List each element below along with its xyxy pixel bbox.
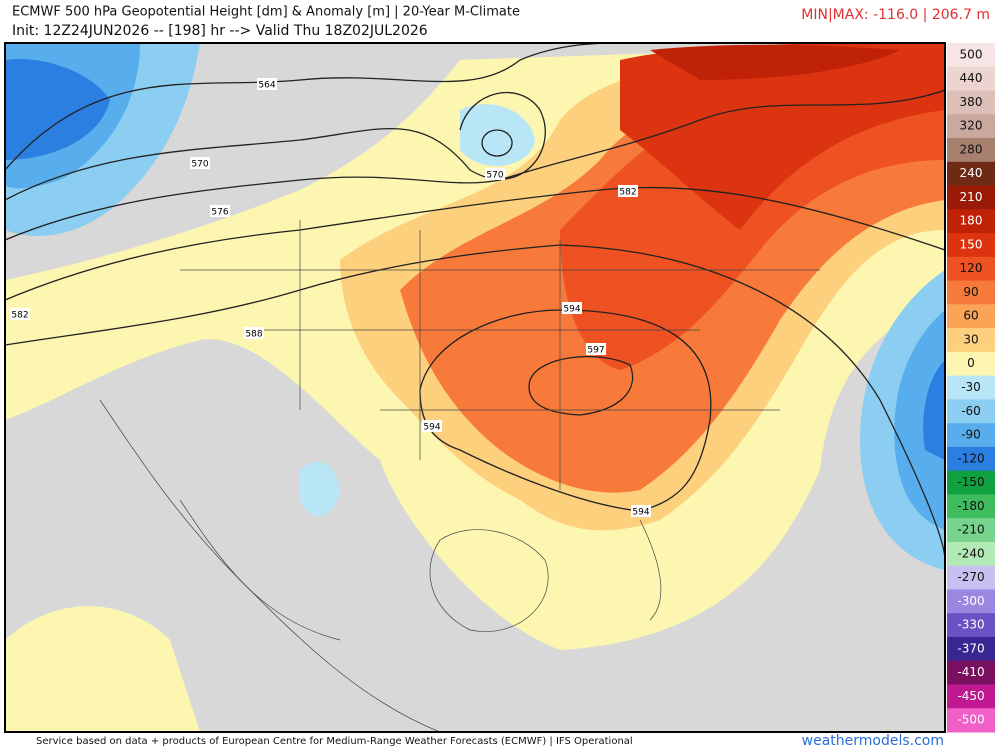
title: ECMWF 500 hPa Geopotential Height [dm] &… <box>12 5 520 20</box>
colorbar-label: 280 <box>960 142 983 156</box>
contour-label: 570 <box>486 171 503 181</box>
contour-label: 570 <box>191 160 208 170</box>
colorbar-label: -240 <box>957 546 984 560</box>
colorbar-label: -370 <box>957 641 984 655</box>
contour-label: 594 <box>632 508 649 518</box>
contour-label-bg <box>631 505 651 517</box>
colorbar-swatch <box>947 114 995 139</box>
colorbar-label: 180 <box>960 214 983 228</box>
colorbar-label: 320 <box>960 119 983 133</box>
colorbar-swatch <box>947 304 995 329</box>
colorbar-label: 500 <box>960 47 983 61</box>
colorbar-label: 380 <box>960 95 983 109</box>
colorbar-label: -330 <box>957 618 984 632</box>
colorbar-swatch <box>947 375 995 400</box>
colorbar-label: -150 <box>957 475 984 489</box>
colorbar-label: -270 <box>957 570 984 584</box>
colorbar-label: 60 <box>963 309 978 323</box>
colorbar-swatch <box>947 280 995 305</box>
colorbar-label: -120 <box>957 451 984 465</box>
contour-label: 582 <box>619 188 636 198</box>
colorbar-label: 120 <box>960 261 983 275</box>
colorbar-label: 150 <box>960 237 983 251</box>
colorbar-swatch <box>947 470 995 495</box>
colorbar-label: -450 <box>957 689 984 703</box>
colorbar-label: -410 <box>957 665 984 679</box>
colorbar-swatch <box>947 660 995 685</box>
contour-label-bg <box>485 168 505 180</box>
colorbar-swatch <box>947 518 995 543</box>
colorbar-swatch <box>947 209 995 234</box>
contour-label: 594 <box>423 423 440 433</box>
colorbar-swatch <box>947 589 995 614</box>
colorbar-label: 90 <box>963 285 978 299</box>
contour-label: 597 <box>587 346 604 356</box>
contour-label: 594 <box>563 305 580 315</box>
contour-label-bg <box>244 327 264 339</box>
colorbar-label: -300 <box>957 594 984 608</box>
contour-label-bg <box>190 157 210 169</box>
colorbar-label: 240 <box>960 166 983 180</box>
colorbar-swatch <box>947 66 995 92</box>
colorbar-swatch <box>947 161 995 187</box>
colorbar-label: 210 <box>960 190 983 204</box>
colorbar: 500 440 380 320 280 240 210 180 150 120 90 60 30 0 -30… <box>947 43 995 733</box>
colorbar-swatch <box>947 565 995 590</box>
subtitle: Init: 12Z24JUN2026 -- [198] hr --> Valid… <box>12 23 428 39</box>
colorbar-label: 30 <box>963 332 978 346</box>
site: weathermodels.com <box>802 733 944 749</box>
map: 564 570 576 582 588 570 582 594 597 594 594 <box>4 42 946 733</box>
colorbar-swatch <box>947 138 995 163</box>
colorbar-swatch <box>947 684 995 709</box>
colorbar-swatch <box>947 43 995 68</box>
colorbar-label: -30 <box>961 380 981 394</box>
credit: Service based on data + products of Euro… <box>36 736 633 747</box>
colorbar-swatch <box>947 613 995 638</box>
colorbar-swatch <box>947 233 995 258</box>
colorbar-label: 440 <box>960 71 983 85</box>
contour-label: 588 <box>245 330 262 340</box>
colorbar-swatch <box>947 494 995 519</box>
colorbar-swatch <box>947 399 995 424</box>
colorbar-swatch <box>947 541 995 567</box>
contour-label: 564 <box>258 81 275 91</box>
colorbar-label: -60 <box>961 404 981 418</box>
colorbar-swatch <box>947 256 995 282</box>
colorbar-swatch <box>947 708 995 733</box>
colorbar-label: 0 <box>967 356 975 370</box>
colorbar-label: -180 <box>957 499 984 513</box>
colorbar-label: -210 <box>957 523 984 537</box>
colorbar-swatch <box>947 351 995 377</box>
contour-label: 582 <box>11 311 28 321</box>
colorbar-swatch <box>947 90 995 115</box>
min-max: MIN|MAX: -116.0 | 206.7 m <box>801 7 990 23</box>
contour-label-bg <box>422 420 442 432</box>
colorbar-swatch <box>947 185 995 210</box>
contour-label-bg <box>562 302 582 314</box>
colorbar-swatch <box>947 446 995 472</box>
colorbar-label: -90 <box>961 428 981 442</box>
contour-label-bg <box>210 205 230 217</box>
contour-label-bg <box>10 308 30 320</box>
colorbar-swatch <box>947 636 995 662</box>
contour-label: 576 <box>211 208 228 218</box>
contour-label-bg <box>586 343 606 355</box>
colorbar-label: -500 <box>957 713 984 727</box>
contour-label-bg <box>257 78 277 90</box>
colorbar-swatch <box>947 328 995 353</box>
contour-label-bg <box>618 185 638 197</box>
colorbar-swatch <box>947 423 995 448</box>
